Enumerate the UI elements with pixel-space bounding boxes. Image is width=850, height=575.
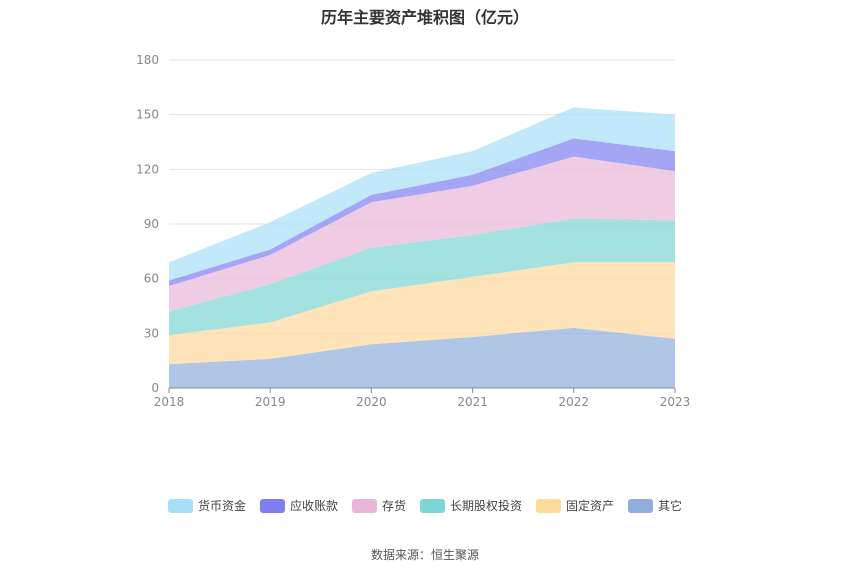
y-tick-label: 120 [136,162,159,176]
x-tick-label: 2019 [255,395,286,409]
x-tick-label: 2020 [356,395,387,409]
legend-swatch [167,498,193,513]
area-series [169,218,675,336]
legend-label: 其它 [658,499,683,513]
area-series [169,138,675,286]
legend: 货币资金 应收账款 存货 长期股权投资 固定资产 其它 [0,497,850,514]
legend-swatch [420,498,445,513]
x-tick-label: 2023 [660,395,691,409]
legend-item[interactable]: 应收账款 [259,497,338,514]
legend-item[interactable]: 固定资产 [536,497,614,514]
legend-item[interactable]: 其它 [628,497,682,514]
area-series [169,107,675,281]
area-series [169,327,675,388]
legend-item[interactable]: 货币资金 [167,497,246,514]
y-tick-label: 60 [144,272,159,286]
legend-label: 应收账款 [289,499,338,513]
y-tick-label: 30 [144,326,159,340]
legend-swatch [628,498,654,513]
legend-swatch [259,498,285,513]
area-series [169,262,675,365]
legend-label: 货币资金 [197,499,246,513]
legend-swatch [351,498,377,513]
legend-label: 固定资产 [566,499,615,513]
y-tick-label: 150 [136,108,159,122]
y-tick-label: 90 [144,217,159,231]
x-tick-label: 2022 [559,395,590,409]
y-tick-label: 180 [136,53,159,67]
data-source: 数据来源：恒生聚源 [370,548,479,562]
chart-title: 历年主要资产堆积图（亿元） [320,8,529,27]
x-tick-label: 2018 [154,395,185,409]
legend-label: 存货 [381,499,406,513]
area-series [169,156,675,312]
legend-item[interactable]: 长期股权投资 [420,497,522,514]
legend-item[interactable]: 存货 [351,497,406,514]
x-tick-label: 2021 [457,395,488,409]
legend-label: 长期股权投资 [450,499,523,513]
legend-swatch [536,498,562,513]
y-tick-label: 0 [151,381,159,395]
